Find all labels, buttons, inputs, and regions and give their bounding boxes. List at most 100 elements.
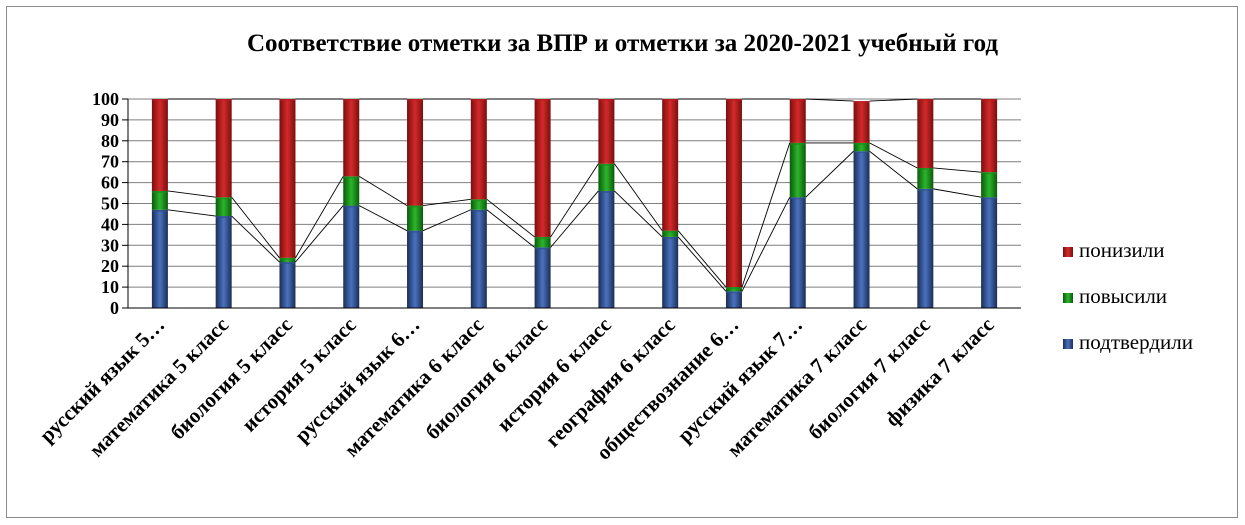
bar-cap (343, 176, 360, 179)
bar-segment-podtverdili (407, 230, 424, 308)
bar-segment-povysili (215, 197, 232, 217)
bar-cap (151, 190, 168, 193)
bar-segment-povysili (598, 163, 615, 191)
bar-segment-povysili (662, 230, 679, 237)
series-line (422, 209, 472, 232)
legend-swatch (1063, 293, 1073, 303)
bar-cap (279, 257, 296, 260)
bar-segment-ponizili (534, 99, 551, 237)
bar-cap (343, 205, 360, 208)
legend-label: подтвердили (1079, 330, 1193, 354)
bar-segment-ponizili (151, 99, 168, 191)
series-line (167, 190, 216, 198)
bar-segment-ponizili (598, 99, 615, 164)
y-tick-label: 70 (101, 152, 119, 172)
bar-cap (981, 99, 998, 101)
bar-cap (598, 99, 615, 101)
bar-segment-povysili (151, 190, 168, 210)
bar-cap (662, 236, 679, 239)
y-tick-label: 50 (101, 194, 119, 214)
chart-title: Соответствие отметки за ВПР и отметки за… (246, 30, 999, 57)
bar-cap (151, 209, 168, 212)
y-tick-label: 30 (101, 235, 119, 255)
bar-cap (725, 287, 742, 290)
bar-segment-povysili (343, 176, 360, 206)
bar-segment-podtverdili (917, 188, 934, 308)
bar-cap (534, 236, 551, 239)
bar-segment-ponizili (725, 99, 742, 288)
series-line (869, 142, 918, 169)
series-line (933, 188, 982, 198)
bar-cap (598, 190, 615, 193)
series-line (550, 163, 599, 238)
series-line (741, 197, 791, 292)
bar-cap (407, 205, 424, 208)
bar-cap (789, 142, 806, 145)
x-tick-label: история 5 класс (237, 313, 361, 437)
series-line (231, 215, 280, 263)
bar-segment-povysili (725, 287, 742, 292)
series-line (422, 198, 471, 207)
bar-cap (534, 247, 551, 250)
series-line (614, 163, 663, 231)
bar-segment-podtverdili (725, 291, 742, 308)
bar-segment-povysili (407, 205, 424, 231)
y-tick-label: 20 (101, 256, 119, 276)
bar-cap (151, 99, 168, 101)
bar-segment-ponizili (279, 99, 296, 258)
series-line (167, 209, 216, 217)
series-line (550, 190, 599, 248)
bar-cap (470, 99, 487, 101)
bar-cap (662, 99, 679, 101)
bar-segment-povysili (279, 257, 296, 263)
bar-cap (917, 188, 934, 191)
bar-segment-podtverdili (151, 209, 168, 308)
y-tick-label: 80 (101, 131, 119, 151)
bar-segment-podtverdili (598, 190, 615, 308)
bar-segment-povysili (789, 142, 806, 198)
bar-segment-povysili (853, 142, 870, 152)
bar-segment-ponizili (215, 99, 232, 198)
bar-segment-podtverdili (470, 209, 487, 308)
series-line (359, 205, 408, 232)
bar-segment-povysili (981, 172, 998, 198)
bar-cap (853, 151, 870, 154)
series-line (677, 230, 727, 288)
y-tick-label: 90 (101, 110, 119, 130)
bar-cap (343, 99, 360, 101)
series-line (741, 142, 791, 288)
bar-cap (853, 101, 870, 104)
bar-cap (981, 197, 998, 200)
legend-swatch (1063, 247, 1073, 257)
bar-cap (725, 291, 742, 294)
bar-segment-podtverdili (662, 236, 679, 308)
bar-segment-povysili (534, 236, 551, 248)
series-line (359, 175, 408, 206)
bar-segment-ponizili (662, 99, 679, 231)
bar-cap (407, 230, 424, 233)
x-tick-label: физика 7 класс (880, 313, 998, 431)
bar-cap (789, 197, 806, 200)
bar-segment-podtverdili (534, 247, 551, 308)
bar-segment-podtverdili (279, 262, 296, 308)
x-tick-label: история 6 класс (492, 313, 616, 437)
bar-segment-ponizili (853, 101, 870, 143)
legend-swatch (1063, 339, 1073, 349)
bar-segment-podtverdili (853, 151, 870, 308)
chart-frame (6, 6, 1238, 518)
bar-cap (279, 99, 296, 101)
legend-label: понизили (1079, 238, 1164, 262)
series-line (486, 209, 535, 248)
bar-cap (215, 216, 232, 219)
y-tick-label: 0 (110, 298, 119, 318)
y-tick-label: 60 (101, 173, 119, 193)
series-line (869, 98, 918, 102)
bar-segment-podtverdili (215, 216, 232, 308)
bar-segment-ponizili (981, 99, 998, 173)
bar-segment-povysili (917, 167, 934, 189)
bar-segment-ponizili (470, 99, 487, 200)
series-line (614, 190, 663, 238)
bar-segment-podtverdili (789, 197, 806, 308)
series-line (869, 150, 918, 190)
